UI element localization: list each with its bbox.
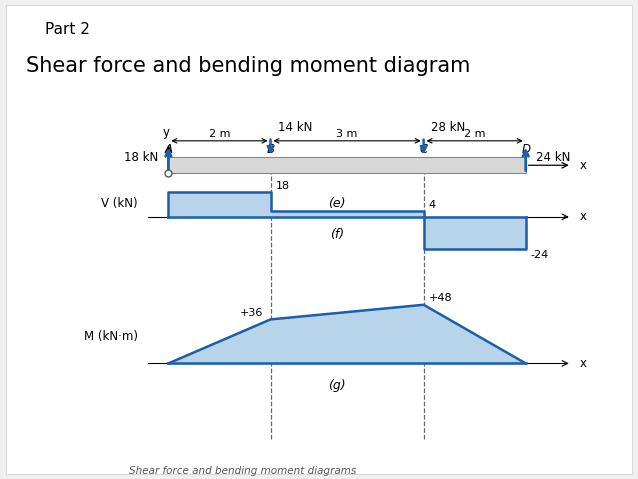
Text: 18: 18	[276, 182, 290, 191]
Text: 14 kN: 14 kN	[278, 121, 313, 134]
Text: V (kN): V (kN)	[101, 197, 138, 210]
Polygon shape	[168, 193, 526, 250]
Text: 2 m: 2 m	[209, 129, 230, 138]
Text: D: D	[521, 143, 530, 156]
Text: 18 kN: 18 kN	[124, 150, 158, 164]
Text: -24: -24	[531, 250, 549, 260]
Text: +36: +36	[239, 308, 263, 318]
Bar	[168, 157, 526, 173]
Text: 2 m: 2 m	[464, 129, 486, 138]
Text: A: A	[165, 143, 172, 156]
Text: y: y	[163, 126, 169, 139]
Text: C: C	[420, 143, 427, 156]
Text: 28 kN: 28 kN	[431, 121, 466, 134]
Text: x: x	[579, 159, 586, 172]
Text: B: B	[267, 143, 274, 156]
Text: (f): (f)	[330, 228, 344, 241]
Text: 24 kN: 24 kN	[536, 150, 570, 164]
Text: Shear force and bending moment diagrams: Shear force and bending moment diagrams	[129, 466, 356, 476]
Text: Part 2: Part 2	[45, 22, 89, 36]
Text: x: x	[579, 210, 586, 223]
Text: 4: 4	[429, 200, 436, 210]
Text: x: x	[579, 357, 586, 370]
Text: 3 m: 3 m	[336, 129, 358, 138]
Text: M (kN·m): M (kN·m)	[84, 330, 138, 343]
Text: Shear force and bending moment diagram: Shear force and bending moment diagram	[26, 56, 470, 76]
Text: (e): (e)	[328, 197, 346, 210]
Text: +48: +48	[429, 294, 452, 303]
Text: (g): (g)	[328, 378, 346, 392]
